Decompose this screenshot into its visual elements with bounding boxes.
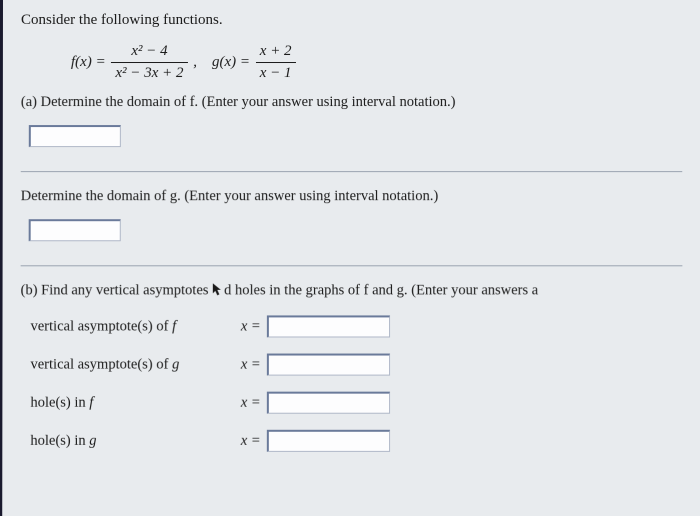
separator-1	[21, 171, 682, 172]
f-fraction: x² − 4 x² − 3x + 2	[111, 43, 187, 82]
va-g-input[interactable]	[267, 354, 390, 376]
f-label: f(x) =	[71, 54, 106, 71]
domain-f-input-wrap	[29, 125, 682, 147]
g-denominator: x − 1	[256, 63, 296, 82]
g-label: g(x) =	[212, 54, 250, 71]
f-denominator: x² − 3x + 2	[111, 63, 187, 82]
hole-f-row: hole(s) in f x =	[30, 392, 682, 414]
f-numerator: x² − 4	[111, 43, 187, 63]
hole-g-xeq: x =	[241, 432, 261, 449]
hole-f-label: hole(s) in f	[30, 394, 240, 411]
cursor-icon	[212, 282, 224, 296]
g-numerator: x + 2	[256, 43, 296, 63]
hole-f-xeq: x =	[241, 394, 261, 411]
va-f-input[interactable]	[267, 315, 390, 337]
hole-g-row: hole(s) in g x =	[30, 430, 682, 452]
domain-g-input[interactable]	[29, 219, 121, 241]
part-b-prompt: (b) Find any vertical asymptotes d holes…	[21, 282, 683, 299]
va-f-row: vertical asymptote(s) of f x =	[31, 315, 683, 337]
va-g-row: vertical asymptote(s) of g x =	[30, 354, 682, 376]
hole-g-label: hole(s) in g	[30, 432, 240, 449]
equation-definitions: f(x) = x² − 4 x² − 3x + 2 , g(x) = x + 2…	[71, 43, 682, 82]
question-panel: Consider the following functions. f(x) =…	[0, 0, 700, 516]
part-b-prompt-post: d holes in the graphs of f and g. (Enter…	[224, 282, 538, 298]
va-g-label: vertical asymptote(s) of g	[30, 356, 240, 373]
separator-2	[21, 265, 683, 266]
intro-text: Consider the following functions.	[21, 12, 682, 29]
hole-g-input[interactable]	[267, 430, 390, 452]
va-g-xeq: x =	[241, 356, 261, 373]
equation-separator: ,	[193, 54, 197, 71]
part-a-prompt-f: (a) Determine the domain of f. (Enter yo…	[21, 94, 682, 111]
part-b-prompt-pre: (b) Find any vertical asymptotes	[21, 282, 209, 298]
g-fraction: x + 2 x − 1	[256, 43, 296, 82]
part-a-prompt-g: Determine the domain of g. (Enter your a…	[21, 188, 683, 205]
domain-g-input-wrap	[29, 219, 683, 241]
hole-f-input[interactable]	[267, 392, 390, 414]
va-f-xeq: x =	[241, 318, 261, 335]
va-f-label: vertical asymptote(s) of f	[31, 318, 241, 335]
domain-f-input[interactable]	[29, 125, 121, 147]
